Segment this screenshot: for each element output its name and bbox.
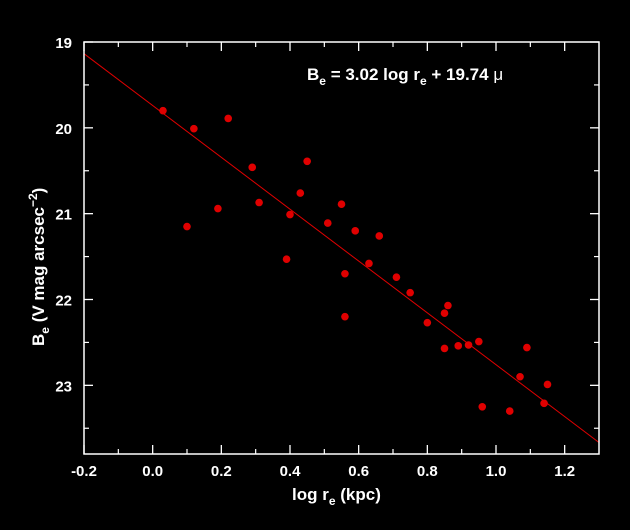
- fit-equation: Be = 3.02 log re + 19.74 μ: [307, 65, 503, 88]
- x-tick-label: 1.2: [554, 463, 575, 480]
- y-axis-label: Be (V mag arcsec−2): [26, 188, 52, 346]
- data-point: [540, 399, 548, 408]
- data-point: [190, 124, 198, 133]
- eq-mu: μ: [493, 65, 503, 84]
- xlabel-post: (kpc): [336, 485, 381, 504]
- data-point: [296, 189, 305, 197]
- data-point: [224, 114, 232, 123]
- ylabel-sup: −2: [26, 193, 40, 207]
- data-point: [464, 341, 473, 349]
- y-tick-label: 22: [55, 293, 72, 310]
- data-point: [478, 402, 487, 411]
- data-point: [543, 380, 552, 389]
- eq-b: B: [307, 65, 319, 84]
- y-tick-label: 23: [55, 378, 72, 395]
- eq-mid: = 3.02 log r: [326, 65, 420, 84]
- xlabel-sub: e: [329, 494, 336, 508]
- axis-ticks: [83, 41, 599, 454]
- data-point: [406, 288, 414, 297]
- eq-b-sub: e: [319, 74, 326, 88]
- x-tick-label: 1.0: [486, 463, 507, 480]
- data-point: [523, 343, 531, 352]
- data-point: [159, 106, 167, 115]
- fit-layer: [83, 53, 600, 443]
- xlabel-pre: log r: [292, 485, 329, 504]
- x-tick-label: 0.2: [211, 463, 232, 480]
- data-point: [444, 301, 452, 310]
- fit-line: [83, 53, 600, 443]
- data-point: [375, 232, 384, 240]
- x-tick-label: -0.2: [71, 463, 97, 480]
- data-point: [454, 342, 463, 350]
- ylabel-post: ): [29, 188, 48, 194]
- data-point: [341, 269, 349, 278]
- x-tick-label: 0.0: [142, 463, 163, 480]
- ylabel-mid: (V mag arcsec: [29, 207, 48, 327]
- ylabel-sub: e: [38, 327, 52, 334]
- x-tick-label: 0.6: [348, 463, 369, 480]
- data-point: [440, 309, 449, 318]
- eq-r-sub: e: [420, 74, 427, 88]
- data-points: [159, 106, 552, 415]
- data-point: [440, 344, 449, 353]
- data-point: [214, 204, 222, 213]
- data-point: [365, 259, 373, 268]
- y-tick-label: 20: [55, 121, 72, 138]
- x-tick-label: 0.4: [280, 463, 302, 480]
- data-point: [303, 157, 311, 166]
- data-point: [475, 337, 483, 346]
- plot-frame: [83, 41, 600, 455]
- data-point: [286, 210, 294, 219]
- data-point: [183, 222, 191, 231]
- data-point: [505, 407, 514, 415]
- data-point: [341, 312, 349, 321]
- ylabel-pre: B: [29, 334, 48, 346]
- data-point: [282, 255, 291, 263]
- data-point: [323, 219, 332, 227]
- y-tick-label: 19: [55, 35, 72, 52]
- data-point: [337, 200, 346, 209]
- data-point: [516, 372, 524, 381]
- data-point: [392, 273, 401, 281]
- x-tick-label: 0.8: [417, 463, 438, 480]
- x-tick-labels: -0.2 0.0 0.2 0.4 0.6 0.8 1.0 1.2: [71, 463, 575, 480]
- data-point: [255, 198, 263, 207]
- y-tick-labels: 19 20 21 22 23: [55, 35, 72, 395]
- data-point: [248, 163, 257, 172]
- data-point: [423, 318, 432, 327]
- data-point: [351, 227, 360, 235]
- eq-tail: + 19.74: [427, 65, 494, 84]
- y-tick-label: 21: [55, 207, 72, 224]
- x-axis-label: log re (kpc): [292, 485, 381, 508]
